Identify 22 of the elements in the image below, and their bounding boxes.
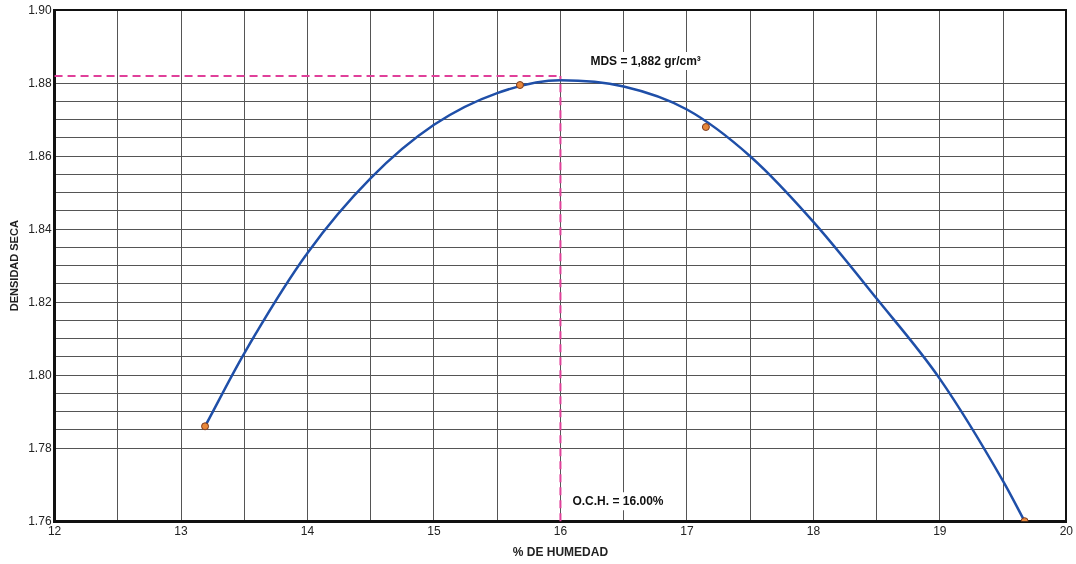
x-tick-label: 16	[553, 523, 568, 538]
ref-line-label: MDS = 1,882 gr/cm³	[590, 54, 701, 69]
y-tick-label: 1.78	[28, 440, 52, 455]
y-tick-label: 1.82	[28, 294, 52, 309]
x-tick-label: 18	[806, 523, 821, 538]
y-axis-title: DENSIDAD SECA	[7, 220, 20, 312]
x-tick-label: 14	[300, 523, 315, 538]
x-tick-label: 13	[174, 523, 189, 538]
x-tick-label: 17	[680, 523, 694, 538]
ref-line-label: O.C.H. = 16.00%	[572, 493, 664, 508]
x-axis-title: % DE HUMEDAD	[512, 545, 609, 560]
x-tick-label: 15	[427, 523, 441, 538]
y-tick-label: 1.90	[28, 2, 52, 17]
point	[515, 81, 524, 90]
point	[701, 123, 710, 131]
y-tick-label: 1.88	[28, 75, 52, 90]
y-tick-label: 1.84	[28, 221, 52, 236]
x-tick-label: 19	[933, 523, 947, 538]
y-tick-label: 1.86	[28, 148, 52, 163]
y-tick-label: 1.80	[28, 367, 52, 382]
point	[201, 422, 210, 431]
x-tick-label: 20	[1059, 523, 1074, 538]
